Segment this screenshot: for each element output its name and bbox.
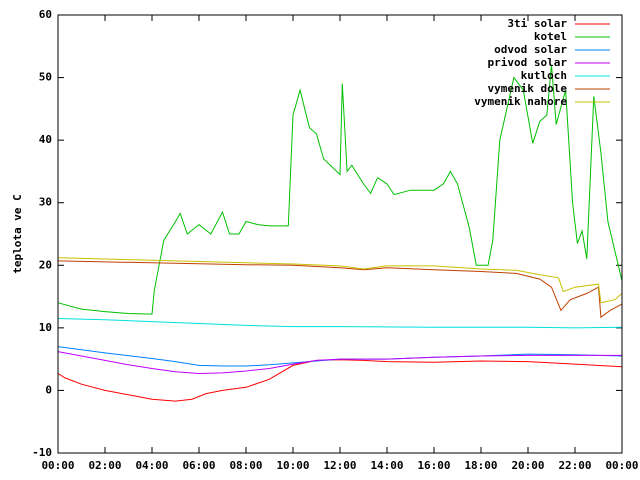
x-tick-label: 10:00	[276, 459, 309, 472]
series-line	[57, 257, 623, 304]
x-tick-label: 12:00	[323, 459, 356, 472]
x-tick-label: 22:00	[558, 459, 591, 472]
x-tick-label: 08:00	[229, 459, 262, 472]
legend-label: vymenik dole	[488, 82, 568, 95]
y-axis-label: teplota ve C	[11, 194, 24, 273]
y-tick-label: -10	[32, 446, 52, 459]
legend-label: kotel	[534, 30, 567, 43]
x-tick-label: 20:00	[511, 459, 544, 472]
series-line	[57, 351, 622, 375]
legend-label: privod solar	[488, 56, 568, 69]
x-tick-label: 14:00	[370, 459, 403, 472]
x-tick-label: 00:00	[605, 459, 638, 472]
series-line	[57, 318, 623, 329]
x-tick-label: 02:00	[88, 459, 121, 472]
legend-label: 3ti solar	[507, 17, 567, 30]
legend-label: vymenik nahore	[474, 95, 567, 108]
y-tick-label: 10	[39, 321, 52, 334]
y-tick-label: 30	[39, 196, 52, 209]
y-tick-label: 20	[39, 258, 52, 271]
legend-label: kutloch	[521, 69, 567, 82]
x-tick-label: 06:00	[182, 459, 215, 472]
y-tick-label: 50	[39, 71, 52, 84]
x-tick-label: 04:00	[135, 459, 168, 472]
series-line	[57, 359, 623, 402]
y-tick-label: 0	[45, 383, 52, 396]
y-tick-label: 60	[39, 8, 52, 21]
x-tick-label: 18:00	[464, 459, 497, 472]
x-tick-label: 16:00	[417, 459, 450, 472]
x-tick-label: 00:00	[41, 459, 74, 472]
y-tick-label: 40	[39, 133, 52, 146]
legend-label: odvod solar	[494, 43, 567, 56]
series-line	[57, 65, 623, 315]
plot-border	[57, 14, 623, 454]
